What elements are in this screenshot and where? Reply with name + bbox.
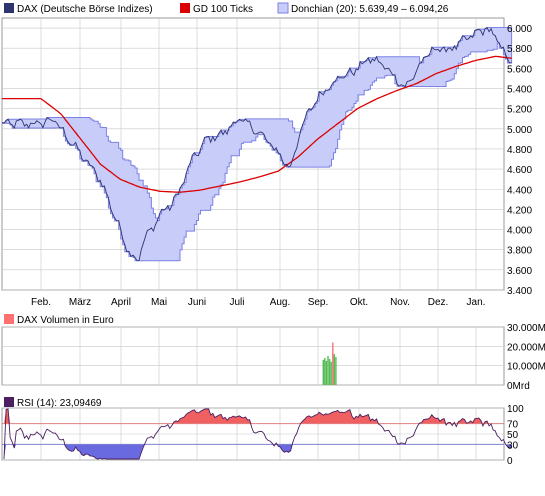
donchian-legend-label: Donchian (20): 5.639,49 – 6.094,26	[291, 4, 449, 15]
rsi-legend-swatch	[4, 397, 14, 407]
volume-bar	[324, 357, 326, 385]
volume-bar	[322, 359, 324, 385]
price-legend: DAX (Deutsche Börse Indizes) GD 100 Tick…	[4, 2, 449, 15]
volume-panel: DAX Volumen in Euro 30.000M 20.000M 10.000…	[1, 314, 545, 392]
month-label: Sep.	[308, 297, 329, 308]
volume-y-tick: 0Mrd	[507, 381, 530, 392]
rsi-y-tick: 100	[507, 404, 524, 415]
price-y-tick-labels: 3.400 3.600 3.800 4.000 4.200 4.400 4.600 4.800…	[507, 24, 532, 297]
month-label: Juli	[229, 297, 244, 308]
price-y-tick: 4.800	[507, 145, 532, 156]
price-y-tick: 5.600	[507, 64, 532, 75]
rsi-y-tick: 70	[507, 420, 519, 431]
month-label: Aug.	[270, 297, 291, 308]
volume-y-tick-labels: 30.000M 20.000M 10.000M 0Mrd	[507, 323, 545, 392]
volume-y-tick: 30.000M	[507, 323, 545, 334]
price-y-tick: 3.400	[507, 286, 532, 297]
month-label: Juni	[188, 297, 206, 308]
price-y-tick: 3.600	[507, 266, 532, 277]
price-panel: 3.400 3.600 3.800 4.000 4.200 4.400 4.600 4.800…	[1, 17, 532, 308]
month-label: Okt.	[350, 297, 368, 308]
price-y-tick: 5.000	[507, 125, 532, 136]
price-y-tick: 6.000	[507, 24, 532, 35]
volume-bar	[327, 356, 329, 385]
price-y-tick: 5.200	[507, 105, 532, 116]
volume-bar	[328, 358, 331, 385]
rsi-overbought-fill	[4, 409, 512, 424]
rsi-y-tick: 30	[507, 440, 519, 451]
donchian-legend-swatch	[277, 2, 289, 14]
price-y-tick: 4.600	[507, 165, 532, 176]
price-legend-label: DAX (Deutsche Börse Indizes)	[17, 4, 153, 15]
volume-plot-area	[1, 326, 505, 386]
volume-legend-swatch	[4, 314, 14, 324]
volume-y-tick: 20.000M	[507, 342, 545, 353]
rsi-legend-label: RSI (14): 23,09469	[17, 398, 102, 409]
month-label: Dez.	[428, 297, 449, 308]
volume-bar	[325, 360, 328, 385]
donchian-band	[1, 27, 513, 262]
volume-bar	[333, 354, 335, 385]
volume-grid	[2, 326, 504, 386]
rsi-line	[3, 408, 512, 460]
price-y-tick: 3.800	[507, 246, 532, 257]
month-label: Jan.	[467, 297, 486, 308]
volume-bars	[322, 342, 337, 385]
month-label: April	[111, 297, 131, 308]
price-y-tick: 4.000	[507, 226, 532, 237]
price-y-tick: 4.400	[507, 185, 532, 196]
month-label: Mai	[151, 297, 167, 308]
sma-line	[2, 55, 512, 193]
volume-bar	[332, 342, 334, 385]
month-label: März	[69, 297, 91, 308]
volume-legend-label: DAX Volumen in Euro	[17, 315, 114, 326]
price-y-tick: 5.800	[507, 44, 532, 55]
price-line	[1, 26, 512, 262]
volume-bar	[330, 361, 332, 385]
price-y-tick: 4.200	[507, 205, 532, 216]
month-labels: Feb. März April Mai Juni Juli Aug. Sep. Okt. Nov.…	[31, 297, 485, 308]
month-label: Nov.	[390, 297, 410, 308]
price-legend-swatch	[4, 3, 14, 13]
rsi-oversold-fill	[4, 444, 512, 459]
volume-y-tick: 10.000M	[507, 362, 545, 373]
month-label: Feb.	[31, 297, 51, 308]
rsi-y-tick: 0	[507, 456, 513, 467]
sma-legend-label: GD 100 Ticks	[193, 4, 253, 15]
price-y-tick: 5.400	[507, 85, 532, 96]
volume-bar	[335, 357, 337, 385]
rsi-y-tick: 50	[507, 430, 519, 441]
sma-legend-swatch	[180, 3, 190, 13]
